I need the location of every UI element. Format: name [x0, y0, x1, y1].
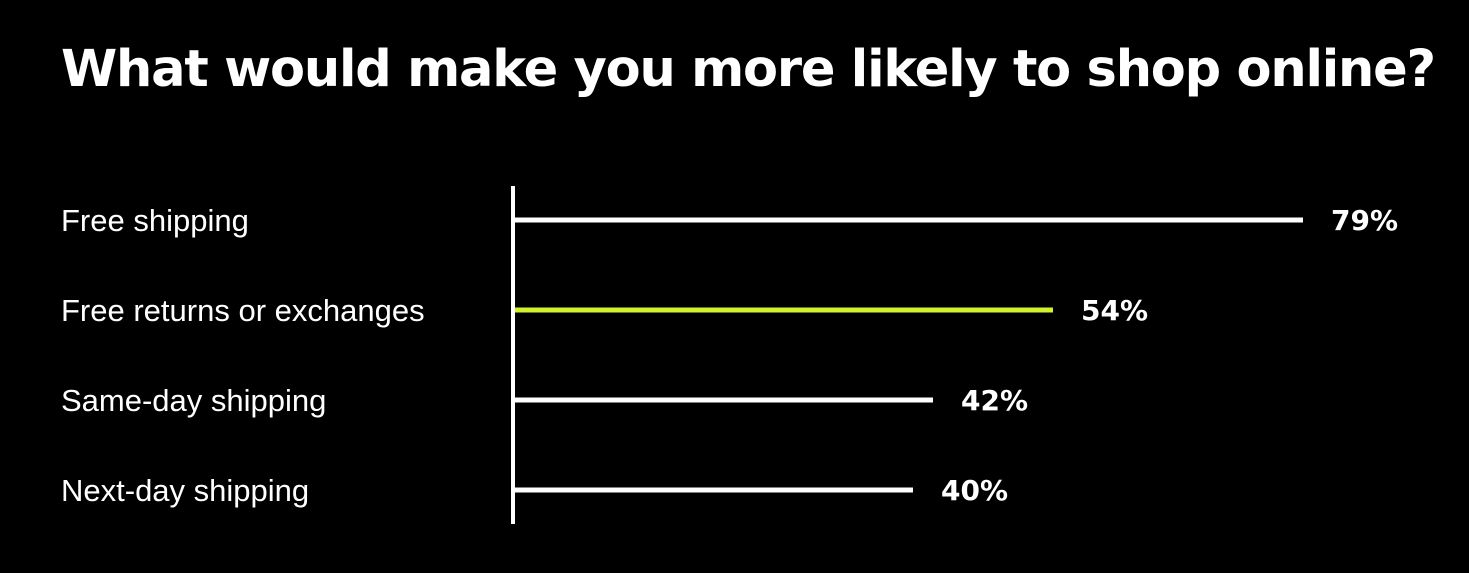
value-label-2: 42%	[961, 384, 1028, 417]
chart-title: What would make you more likely to shop …	[61, 40, 1436, 99]
value-label-0: 79%	[1331, 204, 1398, 237]
category-label-1: Free returns or exchanges	[61, 293, 425, 328]
bars-layer	[513, 217, 1303, 493]
category-label-3: Next-day shipping	[61, 473, 309, 508]
category-label-0: Free shipping	[61, 203, 249, 238]
value-label-1: 54%	[1081, 294, 1148, 327]
labels-layer: Free shipping 79% Free returns or exchange…	[61, 203, 1398, 508]
value-label-3: 40%	[941, 474, 1008, 507]
category-label-2: Same-day shipping	[61, 383, 326, 418]
